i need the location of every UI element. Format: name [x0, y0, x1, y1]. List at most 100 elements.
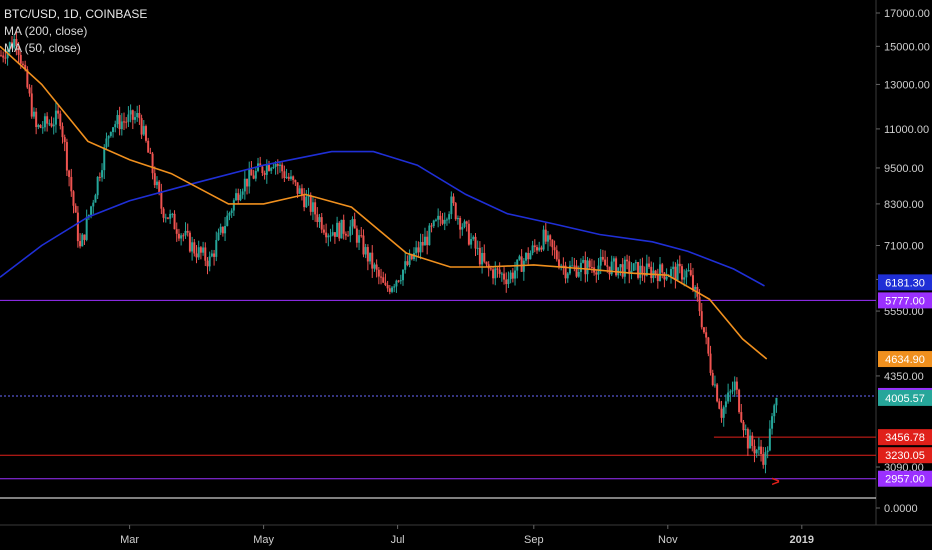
candle-body [549, 235, 552, 240]
candle-body [371, 252, 374, 269]
candle-body [169, 213, 172, 219]
candle-body [96, 176, 99, 196]
candle-body [733, 381, 736, 391]
candle-body [476, 247, 479, 249]
candle-body [309, 195, 312, 212]
candle-body [140, 118, 143, 135]
candle-body [52, 124, 55, 127]
candle-body [439, 215, 442, 220]
candle-body [432, 220, 435, 227]
candle-body [461, 226, 464, 230]
candle-body [311, 202, 314, 212]
candle-body [507, 279, 510, 285]
candle-body [246, 178, 249, 187]
ma200-line [0, 150, 765, 287]
candle-body [751, 435, 754, 446]
candle-body [626, 259, 629, 262]
candle-body [72, 191, 75, 206]
y-tick-label: 15000.00 [884, 41, 930, 53]
price-badge-label-5: 3456.78 [885, 432, 925, 444]
candle-body [243, 178, 246, 192]
candle-body [683, 277, 686, 280]
candle-body [691, 275, 694, 290]
candle-body [399, 280, 402, 282]
candle-body [720, 408, 723, 418]
y-tick-label: 11000.00 [884, 124, 929, 136]
price-badge-1 [878, 292, 932, 309]
candle-body [21, 63, 24, 65]
candle-body [144, 126, 147, 141]
candle-body [562, 265, 565, 267]
candle-body [164, 217, 167, 219]
candle-body [107, 135, 110, 139]
candle-body [467, 223, 470, 245]
candle-body [188, 232, 191, 252]
candle-body [94, 195, 97, 203]
candle-body [465, 221, 468, 224]
candle-body [500, 273, 503, 275]
candle-body [654, 270, 657, 275]
candle-body [81, 234, 84, 247]
candle-body [158, 181, 161, 193]
x-tick-label: Sep [524, 534, 544, 546]
candle-body [61, 126, 64, 138]
candle-body [134, 117, 136, 120]
candle-body [645, 263, 648, 276]
annotation-arrow-0: > [771, 473, 779, 489]
candle-body [39, 125, 42, 128]
ma50-legend[interactable]: MA (50, close) [4, 41, 81, 55]
candle-body [393, 286, 396, 288]
candle-body [292, 176, 295, 181]
candle-body [740, 412, 743, 422]
candle-body [659, 264, 662, 282]
candle-body [676, 263, 679, 280]
candle-body [474, 236, 477, 249]
candle-body [434, 219, 437, 221]
candle-body [259, 163, 262, 167]
y-tick-label: 17000.00 [884, 8, 930, 20]
candle-body [729, 391, 732, 393]
candle-body [364, 247, 367, 255]
candle-body [125, 121, 128, 123]
candle-body [553, 247, 556, 251]
candle-body [718, 401, 721, 409]
candle-body [300, 188, 303, 196]
candle-body [228, 213, 231, 216]
candle-body [278, 164, 281, 166]
ma200-legend[interactable]: MA (200, close) [4, 24, 88, 38]
candle-body [483, 252, 486, 262]
candle-body [628, 261, 631, 274]
candle-body [463, 221, 466, 227]
candle-body [579, 262, 582, 273]
candle-body [215, 240, 218, 257]
candle-body [639, 265, 642, 278]
candle-body [518, 256, 521, 260]
candle-body [700, 311, 703, 328]
candle-body [217, 232, 220, 241]
candle-body [415, 247, 418, 254]
candle-body [333, 232, 336, 237]
candle-body [70, 176, 73, 192]
candle-body [606, 265, 609, 267]
candle-body [619, 264, 622, 268]
candle-body [428, 225, 431, 246]
price-badge-label-2: 4634.90 [885, 354, 925, 366]
candle-body [149, 152, 152, 154]
x-tick-label: Nov [658, 534, 678, 546]
candle-body [623, 259, 626, 277]
candle-body [406, 261, 409, 265]
symbol-title[interactable]: BTC/USD, 1D, COINBASE [4, 7, 148, 21]
candle-body [129, 110, 132, 115]
candle-body [443, 219, 446, 224]
candle-body [408, 254, 411, 265]
candle-body [48, 123, 51, 125]
candle-body [397, 280, 400, 282]
candle-body [674, 266, 677, 280]
candle-body [177, 233, 180, 239]
candle-body [689, 270, 692, 276]
y-tick-label: 9500.00 [884, 163, 924, 175]
candle-body [241, 191, 244, 195]
candle-body [514, 270, 517, 279]
candle-body [10, 42, 13, 48]
